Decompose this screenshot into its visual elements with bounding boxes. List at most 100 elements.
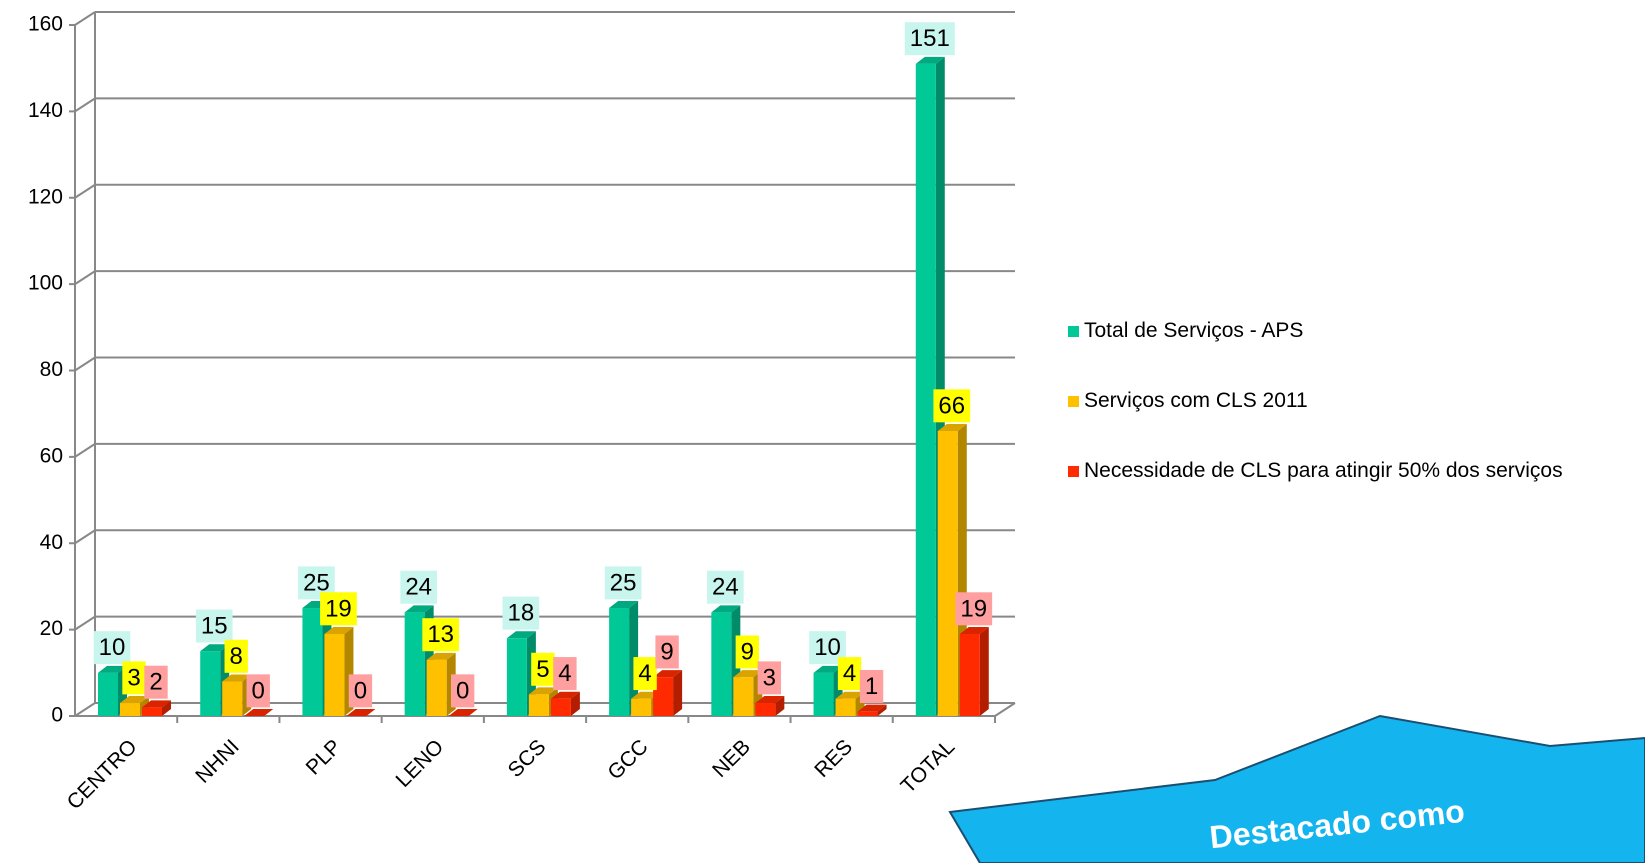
wall-diagonal: [74, 356, 96, 372]
data-label-group: 24: [706, 570, 744, 604]
bar: [550, 698, 571, 716]
y-tick-label: 100: [28, 272, 63, 295]
data-label-group: 25: [604, 566, 642, 600]
bar-top: [813, 665, 843, 673]
data-label-group: 4: [633, 657, 657, 691]
bar: [711, 612, 732, 716]
wall-diagonal: [74, 183, 96, 199]
data-label: 3: [763, 664, 776, 691]
callout-shape: [948, 714, 1645, 863]
data-label-group: 19: [320, 592, 357, 626]
x-tick-label: TOTAL: [897, 735, 960, 798]
data-label-bg: [122, 661, 146, 695]
data-label-bg: [706, 570, 744, 604]
data-label-group: 2: [144, 665, 168, 699]
data-label-group: 4: [553, 657, 577, 691]
floor-right: [994, 702, 1016, 717]
data-label-group: 10: [809, 631, 846, 665]
bar-top: [609, 601, 639, 609]
bar: [200, 651, 221, 716]
data-label-bg: [195, 609, 233, 643]
data-label: 18: [508, 600, 535, 627]
x-tick-label: NEB: [708, 735, 755, 782]
data-label-bg: [224, 639, 248, 673]
data-label: 13: [427, 621, 454, 648]
wall-diagonal: [74, 97, 96, 113]
legend-item: Total de Serviços - APS: [1062, 316, 1632, 346]
data-label: 4: [558, 660, 571, 687]
y-tick-label: 20: [40, 617, 63, 640]
bar-side: [570, 691, 580, 716]
data-label-group: 0: [450, 674, 475, 708]
data-label: 15: [201, 613, 228, 640]
data-label: 1: [865, 673, 878, 700]
wall-diagonal: [74, 529, 96, 545]
wall-diagonal: [74, 702, 96, 717]
data-label-group: 15: [195, 609, 233, 643]
x-tick-label: SCS: [504, 735, 551, 782]
data-label-group: 19: [955, 592, 993, 626]
bar: [222, 681, 243, 716]
legend-label: Serviços com CLS 2011: [1084, 389, 1308, 412]
data-label-group: 3: [122, 661, 146, 695]
x-tick-label: PLP: [302, 735, 346, 779]
bar: [631, 698, 652, 716]
legend-item: Serviços com CLS 2011: [1062, 386, 1632, 416]
bar-top: [506, 631, 536, 639]
data-label-bg: [633, 657, 657, 691]
legend-swatch: [1068, 396, 1079, 407]
bar-side: [877, 704, 887, 716]
legend: Total de Serviços - APS Serviços com CLS …: [1062, 316, 1632, 526]
data-label-bg: [655, 635, 679, 669]
bar-top: [711, 605, 741, 613]
bar: [835, 698, 856, 716]
y-tick-label: 0: [51, 704, 63, 727]
legend-label: Total de Serviços - APS: [1084, 319, 1304, 342]
data-label-group: 8: [224, 639, 248, 673]
data-label: 19: [325, 595, 352, 622]
data-label-bg: [502, 596, 540, 630]
bar-top: [915, 56, 945, 64]
data-label-bg: [955, 592, 993, 626]
data-label-bg: [144, 665, 168, 699]
x-tick-label: NHNI: [191, 735, 244, 788]
data-label-group: 4: [837, 657, 862, 691]
data-label: 8: [230, 643, 243, 670]
bar-top: [98, 665, 127, 673]
bar: [937, 430, 958, 716]
bar: [609, 608, 630, 716]
data-label-group: 24: [400, 570, 438, 604]
data-label-group: 18: [502, 596, 540, 630]
y-tick-label: 60: [40, 444, 63, 467]
data-label-bg: [553, 657, 577, 691]
data-label-group: 1: [859, 670, 884, 704]
data-label-bg: [531, 652, 555, 686]
bar-top: [937, 423, 967, 431]
data-label-group: 0: [246, 674, 270, 708]
data-label-group: 10: [93, 631, 131, 665]
bar-top: [857, 704, 887, 712]
data-label-group: 13: [422, 618, 460, 652]
wall-diagonal: [74, 443, 96, 458]
bar-top: [120, 696, 149, 704]
data-label: 4: [638, 660, 651, 687]
data-label: 4: [843, 660, 856, 687]
data-label-bg: [246, 674, 270, 708]
data-label: 19: [960, 595, 987, 622]
data-label-group: 9: [735, 635, 760, 669]
data-label: 25: [303, 569, 330, 596]
data-label-group: 9: [655, 635, 679, 669]
bar: [915, 63, 936, 716]
data-label: 151: [910, 25, 950, 52]
data-label: 25: [610, 569, 637, 596]
bar: [142, 707, 162, 716]
bar-top: [733, 670, 763, 678]
bar: [959, 633, 980, 716]
bar-top: [550, 691, 580, 699]
data-label-bg: [933, 389, 971, 423]
data-label: 0: [252, 677, 265, 704]
y-tick-label: 120: [28, 185, 63, 208]
bar: [506, 638, 527, 716]
data-label-group: 5: [531, 652, 555, 686]
